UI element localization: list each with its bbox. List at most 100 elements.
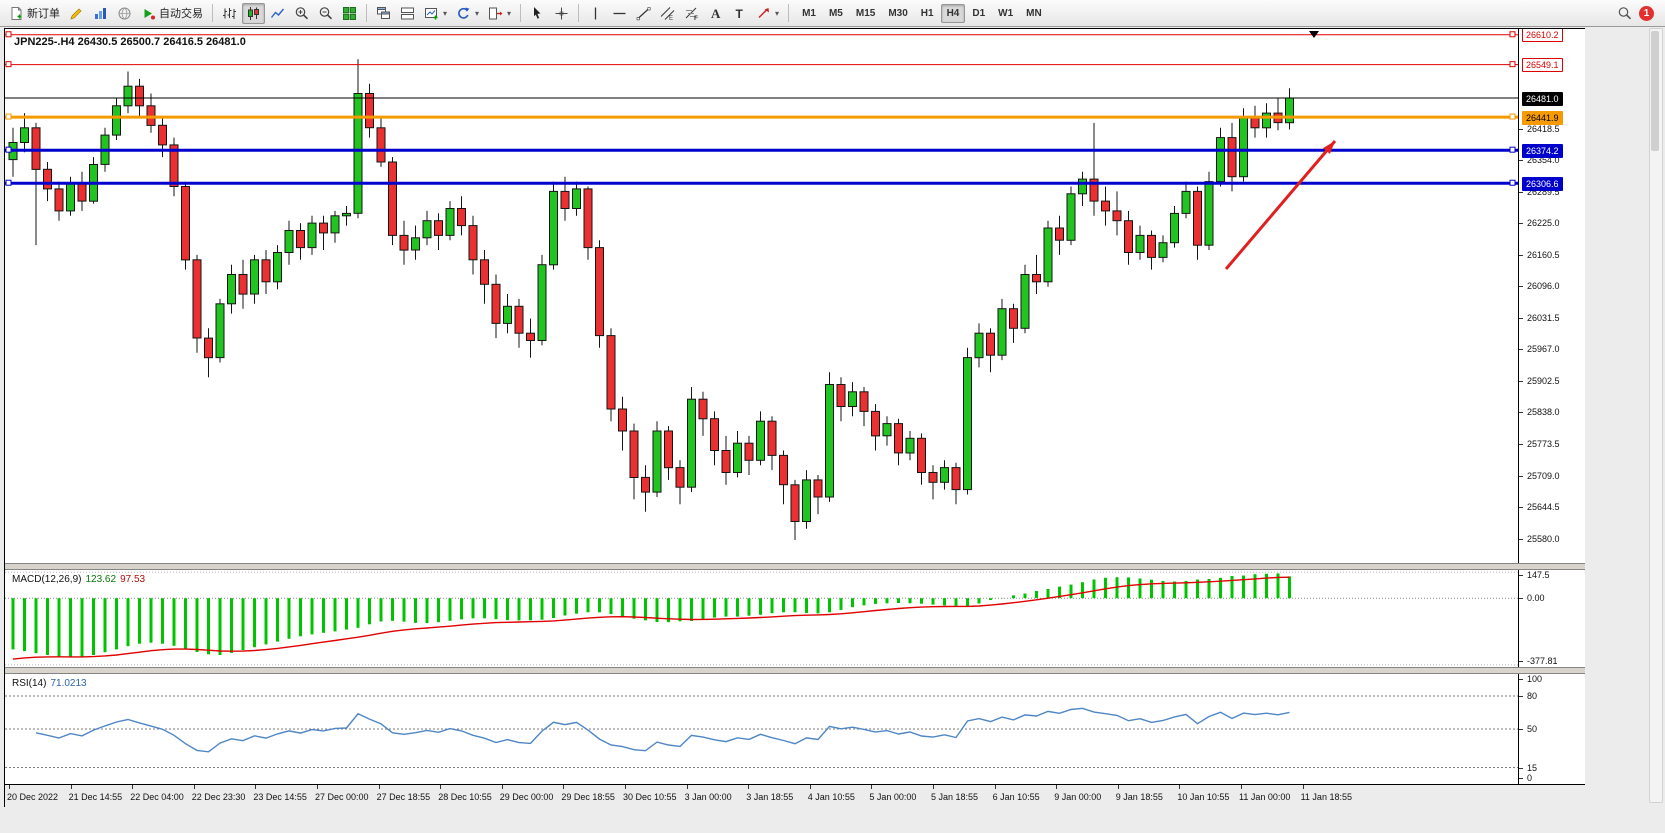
candle-body: [1043, 227, 1053, 283]
price-tag-26610.2[interactable]: 26610.2: [1522, 29, 1563, 43]
new-order-icon: [11, 6, 22, 20]
panel-splitter[interactable]: [5, 563, 1585, 570]
trendline-tool-button[interactable]: [632, 3, 655, 24]
cascade-windows-icon: [377, 6, 390, 19]
tile-windows-button[interactable]: [338, 3, 361, 24]
line-handle[interactable]: [1509, 61, 1516, 68]
line-handle[interactable]: [5, 31, 12, 38]
candle-body: [1181, 190, 1191, 214]
fibonacci-tool-button[interactable]: F: [680, 3, 703, 24]
new-chart-button[interactable]: ▾: [420, 3, 451, 24]
price-tag-26481.0: 26481.0: [1522, 91, 1563, 106]
market-watch-button[interactable]: [89, 3, 112, 24]
horizontal-line-tool-button[interactable]: [608, 3, 631, 24]
timeframe-button-m15[interactable]: M15: [850, 4, 881, 23]
price-tag-26306.6[interactable]: 26306.6: [1522, 176, 1563, 191]
community-button[interactable]: [113, 3, 136, 24]
line-handle[interactable]: [5, 146, 12, 153]
timeframe-button-d1[interactable]: D1: [966, 4, 991, 23]
macd-signal-line: [12, 576, 1290, 660]
time-axis-label: 27 Dec 18:55: [376, 792, 431, 802]
chart-shift-button[interactable]: ▾: [484, 3, 515, 24]
rsi-plot[interactable]: RSI(14) 71.0213: [5, 674, 1519, 784]
new-order-button[interactable]: 新订单: [5, 3, 64, 24]
search-icon: [1618, 6, 1632, 19]
time-axis-tick: [70, 785, 72, 789]
price-tag-26374.2[interactable]: 26374.2: [1522, 143, 1563, 158]
line-handle[interactable]: [5, 113, 12, 120]
candle-body: [1032, 274, 1041, 283]
trend-arrow-object[interactable]: [1224, 140, 1337, 270]
timeframe-button-m1[interactable]: M1: [796, 4, 822, 23]
candlestick-chart-button[interactable]: [242, 2, 265, 24]
fibonacci-icon: F: [685, 7, 698, 21]
time-axis[interactable]: 20 Dec 2022 21 Dec 14:55 22 Dec 04:00 22 De…: [5, 784, 1585, 807]
price-tag-26441.9[interactable]: 26441.9: [1522, 110, 1563, 125]
candle-body: [1147, 234, 1156, 258]
line-handle[interactable]: [1509, 179, 1516, 186]
panel-splitter[interactable]: [5, 667, 1585, 674]
vertical-scrollbar[interactable]: [1649, 28, 1663, 803]
time-axis-tick: [317, 785, 318, 789]
candle-body: [882, 423, 892, 437]
candle-body: [445, 208, 455, 236]
price-tag-26549.1[interactable]: 26549.1: [1522, 58, 1563, 73]
bar-chart-button[interactable]: [218, 3, 241, 24]
text-icon: A: [711, 6, 721, 21]
zoom-out-button[interactable]: [314, 3, 337, 24]
new-chart-icon: [425, 7, 438, 19]
cascade-windows-button[interactable]: [372, 3, 395, 24]
search-button[interactable]: [1613, 3, 1636, 24]
macd-plot[interactable]: MACD(12,26,9) 123.62 97.53: [5, 570, 1519, 667]
timeframe-button-w1[interactable]: W1: [992, 4, 1019, 23]
candle-body: [1227, 137, 1237, 178]
price-axis-tick: 25644.5: [1519, 502, 1560, 512]
timeframe-button-h1[interactable]: H1: [915, 4, 940, 23]
candle-body: [158, 124, 167, 146]
autotrading-icon: [144, 8, 155, 19]
candle-body: [790, 484, 800, 522]
candle-body: [342, 212, 351, 217]
rsi-label: RSI(14) 71.0213: [12, 678, 87, 689]
price-axis-tick: 25580.0: [1519, 534, 1560, 544]
line-handle[interactable]: [5, 179, 12, 186]
line-chart-button[interactable]: [266, 3, 289, 24]
chart-title: JPN225-.H4 26430.5 26500.7 26416.5 26481…: [14, 36, 246, 48]
metaeditor-button[interactable]: [65, 3, 88, 24]
candles-layer: [8, 59, 1294, 540]
timeframe-button-m5[interactable]: M5: [823, 4, 849, 23]
candle-body: [135, 85, 144, 107]
macd-axis-tick: -377.81: [1519, 656, 1558, 666]
zoom-in-button[interactable]: [290, 3, 313, 24]
cursor-tool-button[interactable]: [526, 3, 549, 24]
timeframe-button-mn[interactable]: MN: [1020, 4, 1048, 23]
scrollbar-thumb[interactable]: [1651, 31, 1659, 151]
cursor-icon: [534, 6, 541, 19]
candle-body: [871, 410, 880, 437]
crosshair-tool-button[interactable]: [550, 3, 573, 24]
line-handle[interactable]: [1509, 146, 1516, 153]
line-handle[interactable]: [1509, 31, 1516, 38]
text-label-tool-button[interactable]: T: [728, 3, 751, 24]
candle-body: [388, 161, 397, 236]
timeframe-button-h4[interactable]: H4: [940, 3, 966, 23]
arrange-windows-button[interactable]: [396, 3, 419, 24]
text-tool-button[interactable]: A: [704, 3, 727, 24]
vertical-line-tool-button[interactable]: [584, 3, 607, 24]
main-chart-plot[interactable]: JPN225-.H4 26430.5 26500.7 26416.5 26481…: [5, 29, 1519, 563]
price-axis-tick: 26096.0: [1519, 281, 1560, 291]
candle-body: [31, 127, 41, 170]
candle-body: [756, 420, 765, 461]
candle-body: [894, 423, 903, 454]
price-axis-tick: 26225.0: [1519, 218, 1560, 228]
autotrading-button[interactable]: 自动交易: [137, 3, 207, 24]
arrows-tool-button[interactable]: ▾: [752, 3, 783, 24]
auto-scroll-button[interactable]: ▾: [452, 3, 483, 24]
equidistant-channel-tool-button[interactable]: E: [656, 3, 679, 24]
line-handle[interactable]: [1509, 113, 1516, 120]
candle-body: [514, 305, 524, 334]
line-handle[interactable]: [5, 61, 12, 68]
timeframe-button-m30[interactable]: M30: [882, 4, 913, 23]
notification-badge[interactable]: 1: [1639, 5, 1654, 21]
rsi-row: RSI(14) 71.0213 100 80 50 15 0: [5, 674, 1585, 784]
